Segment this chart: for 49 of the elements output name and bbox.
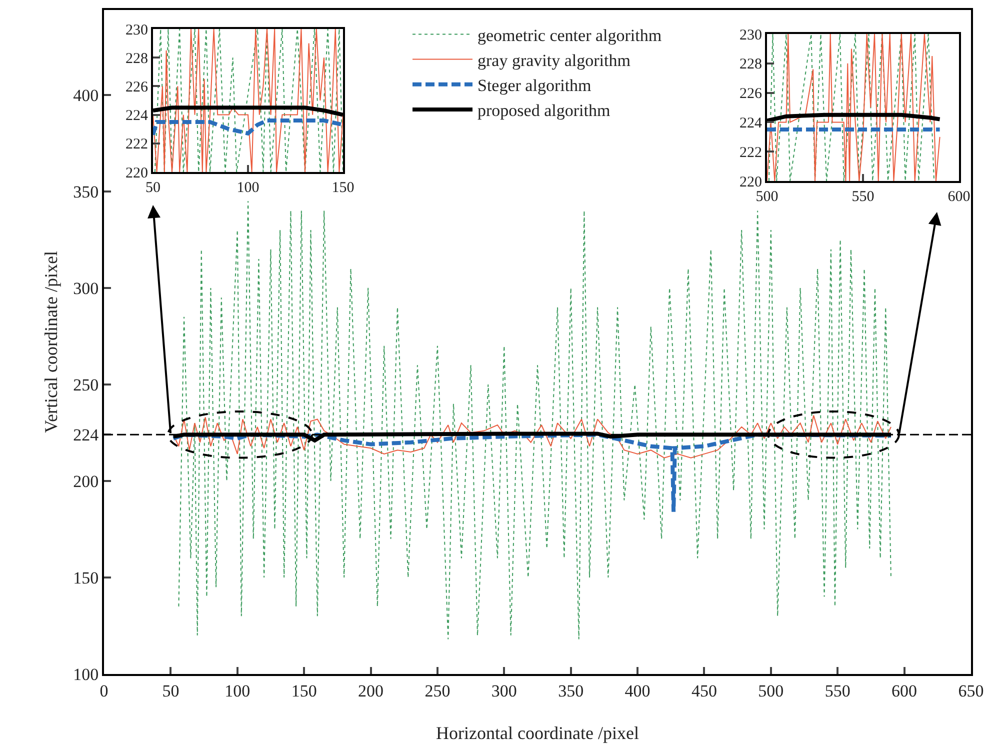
y-tick-label: 150 [73,568,99,588]
x-tick-label: 50 [162,681,180,700]
x-tick-label: 400 [624,681,650,700]
y-tick-label: 300 [73,278,99,298]
x-tick-label: 550 [852,189,874,205]
y-tick-label: 200 [73,472,99,491]
x-tick-label: 250 [424,681,450,700]
y-tick-label: 100 [73,664,99,684]
y-tick-label: 228 [126,50,148,67]
y-tick-label: 220 [126,165,148,182]
x-tick-label: 150 [332,180,354,196]
y-tick-label: 226 [740,86,762,102]
x-tick-label: 500 [756,189,778,205]
y-tick-label: 226 [126,79,148,96]
x-tick-label: 500 [758,681,784,700]
legend-label: proposed algorithm [478,101,610,120]
line-series [171,432,893,514]
y-tick-label: 228 [740,56,762,73]
x-tick-label: 50 [146,180,160,196]
x-tick-label: 550 [824,681,850,700]
x-tick-label: 200 [358,681,384,700]
y-tick-label: 224 [73,426,100,445]
legend-label: Steger algorithm [478,76,592,96]
y-tick-label: 222 [126,136,148,153]
legend-label: geometric center algorithm [478,26,662,45]
line-series [172,414,892,458]
x-tick-label: 0 [100,681,108,700]
x-tick-label: 600 [948,189,970,205]
x-tick-label: 650 [958,681,984,700]
y-tick-label: 400 [73,86,99,105]
y-tick-label: 230 [126,22,148,38]
x-tick-label: 450 [691,681,717,700]
line-series [153,118,343,137]
y-tick-label: 220 [740,174,762,190]
x-tick-label: 100 [224,681,250,700]
x-tick-label: 600 [892,681,918,700]
x-tick-label: 100 [236,180,260,196]
x-tick-label: 300 [491,681,517,700]
x-axis-title: Horizontal coordinate /pixel [436,723,639,743]
y-tick-label: 250 [73,375,99,394]
line-series [178,200,892,640]
x-tick-label: 350 [558,681,584,700]
legend-label: gray gravity algorithm [478,50,630,70]
y-tick-label: 230 [740,27,762,44]
y-tick-label: 224 [126,108,148,124]
y-axis-title: Vertical coordinate /pixel [41,251,61,433]
y-tick-label: 224 [740,115,762,132]
y-tick-label: 222 [740,144,762,161]
x-tick-label: 150 [291,681,317,700]
